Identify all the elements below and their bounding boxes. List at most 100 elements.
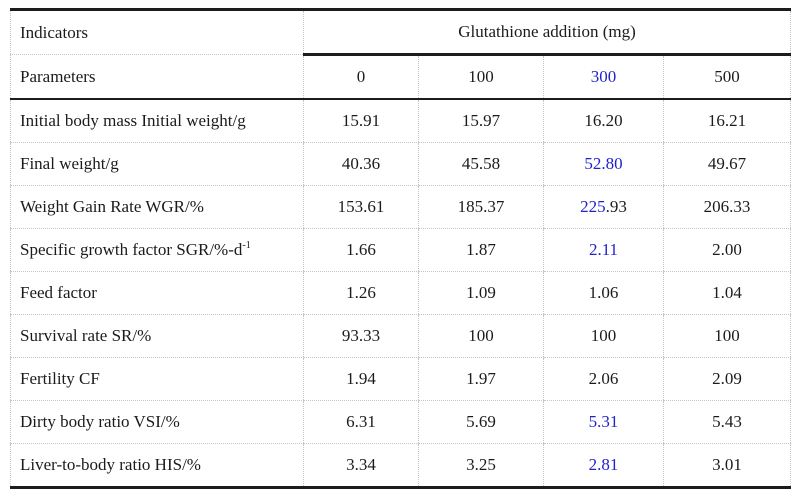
cell-text: Fertility CF [20, 369, 100, 388]
cell-text: 2.11 [588, 240, 619, 259]
cell-text: 1.06 [588, 283, 619, 302]
dose-column-header-0: 0 [303, 54, 419, 100]
cell-text: Final weight/g [20, 154, 119, 173]
cell-text: Liver-to-body ratio HIS/% [20, 455, 201, 474]
value-cell: 6.31 [303, 400, 419, 444]
cell-text: 5.31 [588, 412, 619, 431]
value-cell: 100 [662, 314, 791, 358]
row-label: Dirty body ratio VSI/% [10, 400, 304, 444]
cell-text: 1.04 [712, 283, 742, 302]
value-cell: 5.31 [543, 400, 664, 444]
cell-text: 52.80 [584, 154, 623, 173]
cell-text: 15.91 [341, 111, 381, 130]
row-label: Specific growth factor SGR/%-d-1 [10, 228, 304, 272]
cell-text: 1.94 [346, 369, 376, 388]
cell-text: 100 [590, 326, 617, 345]
cell-text: 1.09 [466, 283, 496, 302]
cell-text: 1.66 [346, 240, 376, 259]
cell-text: 6.31 [346, 412, 376, 431]
value-cell: 1.97 [418, 357, 544, 401]
cell-text: 5.43 [712, 412, 742, 431]
table-row: Specific growth factor SGR/%-d-1 1.66 1.87… [10, 228, 791, 272]
dose-column-header-500: 500 [662, 54, 791, 100]
cell-text: 153.61 [337, 197, 385, 216]
cell-text: 1.87 [466, 240, 496, 259]
value-cell: 93.33 [303, 314, 419, 358]
cell-text: 185.37 [457, 197, 505, 216]
value-cell: 15.97 [418, 99, 544, 143]
table-row: Liver-to-body ratio HIS/% 3.34 3.25 2.81 3.0… [10, 443, 791, 488]
cell-text: Initial body mass Initial weight/g [20, 111, 246, 130]
value-cell: 153.61 [303, 185, 419, 229]
value-cell: 1.94 [303, 357, 419, 401]
table-row: Final weight/g 40.36 45.58 52.80 49.67 [10, 142, 791, 186]
row-label: Fertility CF [10, 357, 304, 401]
value-cell: 16.20 [543, 99, 664, 143]
value-cell: 206.33 [662, 185, 791, 229]
cell-text: 3.25 [466, 455, 496, 474]
value-cell: 5.43 [662, 400, 791, 444]
row-label: Initial body mass Initial weight/g [10, 99, 304, 143]
cell-text: 2.06 [588, 369, 619, 388]
value-cell: 1.06 [543, 271, 664, 315]
cell-text: 0 [356, 67, 366, 86]
value-cell: 1.09 [418, 271, 544, 315]
table-row: Initial body mass Initial weight/g 15.91 1… [10, 99, 791, 143]
cell-text: 15.97 [461, 111, 501, 130]
value-cell: 3.01 [662, 443, 791, 488]
value-cell: 185.37 [418, 185, 544, 229]
value-cell: 49.67 [662, 142, 791, 186]
value-cell: 15.91 [303, 99, 419, 143]
value-cell: 1.04 [662, 271, 791, 315]
table-row: Fertility CF 1.94 1.97 2.06 2.09 [10, 357, 791, 401]
cell-text: 49.67 [707, 154, 747, 173]
cell-text: 100 [468, 326, 494, 345]
dose-column-header-300: 300 [543, 54, 664, 100]
cell-text: 16.21 [707, 111, 747, 130]
value-cell: 1.26 [303, 271, 419, 315]
header-row-indicators: Indicators Glutathione addition (mg) [10, 9, 791, 56]
value-cell: 1.87 [418, 228, 544, 272]
parameters-header-cell: Parameters [10, 54, 304, 100]
cell-text: Weight Gain Rate WGR/% [20, 197, 204, 216]
table-row: Feed factor 1.26 1.09 1.06 1.04 [10, 271, 791, 315]
cell-text: 2.09 [712, 369, 742, 388]
cell-text: 100 [714, 326, 740, 345]
cell-text: 40.36 [341, 154, 381, 173]
cell-text: .93 [605, 197, 627, 216]
cell-text: Dirty body ratio VSI/% [20, 412, 180, 431]
cell-text: Specific growth factor SGR/%-d [20, 240, 243, 259]
row-label: Final weight/g [10, 142, 304, 186]
cell-text: 2.00 [712, 240, 742, 259]
dose-column-header-100: 100 [418, 54, 544, 100]
superscript-text: -1 [242, 240, 251, 251]
value-cell: 3.25 [418, 443, 544, 488]
value-cell: 100 [543, 314, 664, 358]
value-cell: 1.66 [303, 228, 419, 272]
row-label: Weight Gain Rate WGR/% [10, 185, 304, 229]
value-cell: 45.58 [418, 142, 544, 186]
value-cell: 225.93 [543, 185, 664, 229]
cell-text: 3.34 [346, 455, 376, 474]
cell-text: 45.58 [461, 154, 501, 173]
cell-text: 16.20 [584, 111, 623, 130]
value-cell: 2.06 [543, 357, 664, 401]
cell-text: 206.33 [703, 197, 751, 216]
cell-text: 93.33 [341, 326, 381, 345]
table-row: Survival rate SR/% 93.33 100 100 100 [10, 314, 791, 358]
cell-text: Survival rate SR/% [20, 326, 152, 345]
cell-text: 2.81 [588, 455, 619, 474]
cell-text: 100 [468, 67, 494, 86]
table-row: Dirty body ratio VSI/% 6.31 5.69 5.31 5.43 [10, 400, 791, 444]
table-body: Initial body mass Initial weight/g 15.91 1… [10, 99, 791, 488]
value-cell: 5.69 [418, 400, 544, 444]
value-cell: 16.21 [662, 99, 791, 143]
value-cell: 100 [418, 314, 544, 358]
header-row-parameters: Parameters 0 100 300 500 [10, 54, 791, 100]
cell-text: 1.97 [466, 369, 496, 388]
indicators-header-cell: Indicators [10, 9, 304, 55]
row-label: Liver-to-body ratio HIS/% [10, 443, 304, 488]
cell-text: 5.69 [466, 412, 496, 431]
value-cell: 40.36 [303, 142, 419, 186]
value-cell: 2.00 [662, 228, 791, 272]
